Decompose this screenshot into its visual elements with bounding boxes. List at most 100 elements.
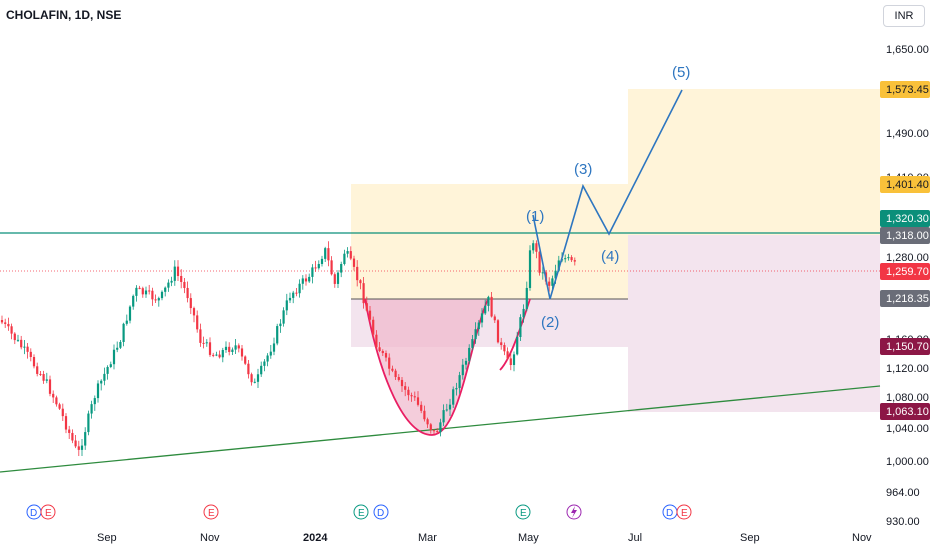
candle-body <box>384 353 388 358</box>
candlestick-series <box>0 240 576 457</box>
candle-body <box>343 253 346 264</box>
candle-body <box>0 320 4 323</box>
candle-body <box>183 281 186 288</box>
candle-body <box>119 341 122 348</box>
candle-body <box>324 248 327 259</box>
candle-body <box>416 397 420 405</box>
price-tag-neckline: 1,218.35 <box>880 290 930 307</box>
candle-body <box>189 298 192 309</box>
dividend-marker[interactable]: D <box>662 504 678 520</box>
candle-body <box>304 278 308 282</box>
candle-body <box>548 281 551 286</box>
candle-body <box>557 260 560 271</box>
candle-body <box>349 251 352 259</box>
price-tag-zone-top: 1,401.40 <box>880 176 930 193</box>
candle-body <box>77 446 80 450</box>
candle-body <box>13 333 16 341</box>
candle-body <box>247 363 250 375</box>
earnings-marker[interactable]: E <box>40 504 56 520</box>
candle-body <box>442 410 445 423</box>
candle-body <box>68 429 71 433</box>
candle-body <box>436 431 439 433</box>
candle-body <box>84 432 87 446</box>
dividend-marker[interactable]: D <box>373 504 389 520</box>
candle-body <box>522 308 525 318</box>
candle-body <box>141 288 144 295</box>
dividend-marker[interactable]: D <box>26 504 42 520</box>
svg-text:E: E <box>208 508 215 519</box>
wave-label-2: (2) <box>541 314 559 331</box>
candle-body <box>45 379 48 381</box>
candle-body <box>212 354 215 356</box>
candle-body <box>525 287 528 309</box>
svg-text:E: E <box>681 508 688 519</box>
x-tick: Sep <box>97 532 117 544</box>
svg-text:E: E <box>45 508 52 519</box>
candle-body <box>320 258 324 264</box>
candle-body <box>554 270 557 279</box>
candle-body <box>397 377 400 380</box>
candle-body <box>87 413 90 433</box>
price-tags: 1,573.45 1,401.40 1,320.30 1,318.00 1,25… <box>880 81 930 420</box>
candle-body <box>272 343 276 352</box>
price-tag-label: 1,318.00 <box>886 230 929 242</box>
candle-body <box>378 347 381 352</box>
y-tick: 1,490.00 <box>886 128 929 140</box>
svg-text:D: D <box>377 508 384 519</box>
candle-body <box>471 339 474 348</box>
x-tick: 2024 <box>303 532 328 544</box>
candle-body <box>503 345 506 352</box>
candle-body <box>128 306 132 321</box>
candle-body <box>7 323 10 327</box>
candle-body <box>276 326 279 344</box>
event-markers[interactable]: D E E E D E D E <box>26 504 692 520</box>
candle-body <box>426 419 429 425</box>
currency-button[interactable]: INR <box>883 5 925 27</box>
candle-body <box>413 396 416 398</box>
svg-text:D: D <box>30 508 37 519</box>
svg-text:D: D <box>666 508 673 519</box>
candle-body <box>55 397 58 405</box>
candle-body <box>295 292 298 294</box>
candle-body <box>311 267 314 277</box>
candle-body <box>244 356 247 364</box>
candle-body <box>199 329 202 343</box>
candle-body <box>80 445 84 450</box>
y-axis[interactable]: 1,650.00 1,490.00 1,410.00 1,280.00 1,16… <box>886 44 929 528</box>
candle-body <box>365 303 368 311</box>
candle-body <box>474 329 477 340</box>
candle-body <box>509 358 512 366</box>
candle-body <box>173 266 176 281</box>
candle-body <box>132 295 135 307</box>
candle-body <box>567 257 570 259</box>
price-tag-resistance: 1,320.30 <box>880 210 930 227</box>
candle-body <box>336 272 340 284</box>
candle-body <box>106 366 109 374</box>
candle-body <box>573 260 576 262</box>
earnings-marker[interactable]: E <box>515 504 531 520</box>
candle-body <box>455 388 458 390</box>
earnings-marker[interactable]: E <box>203 504 219 520</box>
x-axis[interactable]: Sep Nov 2024 Mar May Jul Sep Nov <box>97 532 872 544</box>
candle-body <box>375 334 378 348</box>
candle-body <box>452 389 455 405</box>
y-tick: 1,280.00 <box>886 252 929 264</box>
candle-body <box>218 354 221 358</box>
candle-body <box>221 349 224 358</box>
earnings-marker[interactable]: E <box>676 504 692 520</box>
elliott-wave-path <box>532 89 683 300</box>
candle-body <box>570 257 573 261</box>
candle-body <box>48 379 52 394</box>
candle-body <box>16 339 20 341</box>
earnings-marker[interactable]: E <box>353 504 369 520</box>
candle-body <box>144 290 148 295</box>
symbol-title[interactable]: CHOLAFIN, 1D, NSE <box>6 8 122 22</box>
candle-body <box>23 346 26 348</box>
x-tick: Nov <box>200 532 220 544</box>
x-tick: May <box>518 532 539 544</box>
candle-body <box>346 251 349 254</box>
candle-body <box>10 326 13 334</box>
candle-body <box>208 342 212 355</box>
flash-icon[interactable] <box>566 504 582 520</box>
